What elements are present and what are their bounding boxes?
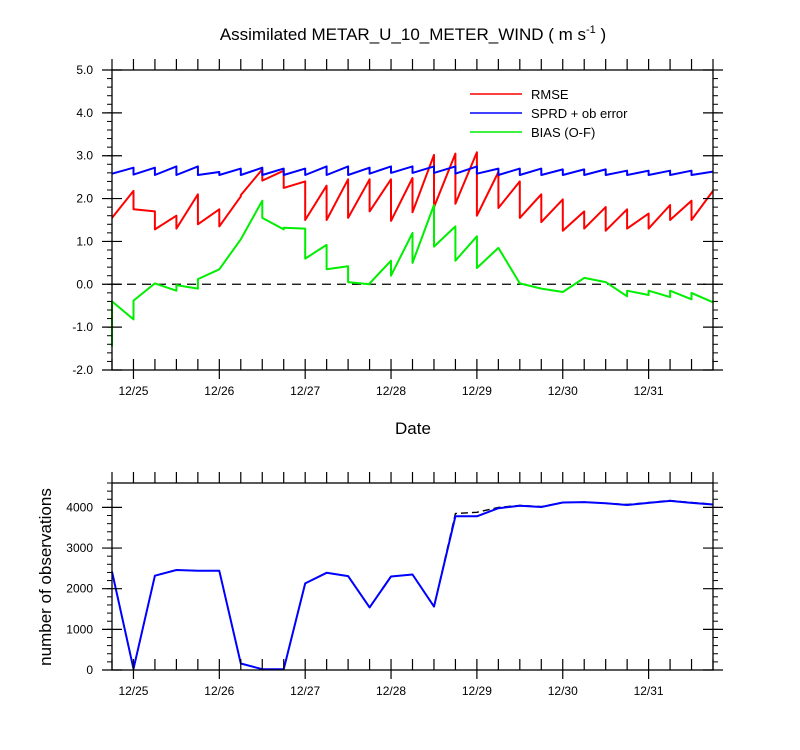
- bottom-y-tick-label: 2000: [66, 582, 93, 596]
- top-x-tick-label: 12/31: [634, 384, 664, 398]
- bottom-y-axis-label: number of observations: [36, 488, 55, 666]
- bottom-y-tick-label: 4000: [66, 500, 93, 514]
- top-chart-title: Assimilated METAR_U_10_METER_WIND ( m s-…: [220, 24, 606, 44]
- top-x-axis-label: Date: [395, 419, 431, 438]
- sprd-line: [111, 165, 714, 176]
- bottom-x-tick-label: 12/29: [462, 684, 492, 698]
- used-obs-line: [111, 499, 714, 671]
- bottom-chart: 12/25 12/26 12/27 12/28 12/29 12/30 12/31 0 1000…: [36, 472, 723, 698]
- top-y-tick-label: 4.0: [76, 106, 93, 120]
- top-y-tick-label: 1.0: [76, 234, 93, 248]
- bottom-x-tick-label: 12/26: [204, 684, 234, 698]
- rmse-line: [111, 151, 714, 232]
- top-x-tick-label: 12/28: [376, 384, 406, 398]
- top-y-tick-label: 5.0: [76, 63, 93, 77]
- legend-label-rmse-line: RMSE: [531, 87, 569, 102]
- bottom-plot-frame: [111, 482, 714, 671]
- bottom-x-tick-label: 12/31: [634, 684, 664, 698]
- top-series-group: [111, 151, 714, 347]
- bottom-x-tick-label: 12/25: [118, 684, 148, 698]
- bottom-series-group: [111, 499, 714, 671]
- legend-label-sprd-line: SPRD + ob error: [531, 106, 628, 121]
- top-chart: Assimilated METAR_U_10_METER_WIND ( m s-…: [72, 24, 723, 438]
- legend: RMSE SPRD + ob error BIAS (O-F): [470, 87, 628, 140]
- top-x-tick-label: 12/25: [118, 384, 148, 398]
- bias-line: [111, 199, 714, 347]
- top-y-tick-label: 3.0: [76, 149, 93, 163]
- top-ticks-group: 12/25 12/26 12/27 12/28 12/29 12/30 12/31 5.0 4.…: [72, 59, 723, 398]
- bottom-ticks-group: 12/25 12/26 12/27 12/28 12/29 12/30 12/31 0 1000…: [66, 472, 723, 698]
- top-y-tick-label: 0.0: [76, 277, 93, 291]
- bottom-y-tick-label: 0: [86, 663, 93, 677]
- top-y-tick-label: 2.0: [76, 192, 93, 206]
- top-y-tick-label: -2.0: [72, 363, 93, 377]
- possible-obs-line: [111, 499, 714, 670]
- top-x-tick-label: 12/27: [290, 384, 320, 398]
- top-y-tick-label: -1.0: [72, 320, 93, 334]
- bottom-x-tick-label: 12/30: [548, 684, 578, 698]
- top-x-tick-label: 12/30: [548, 384, 578, 398]
- top-x-tick-label: 12/26: [204, 384, 234, 398]
- top-x-tick-label: 12/29: [462, 384, 492, 398]
- bottom-x-tick-label: 12/28: [376, 684, 406, 698]
- bottom-x-tick-label: 12/27: [290, 684, 320, 698]
- bottom-y-tick-label: 3000: [66, 541, 93, 555]
- bottom-y-tick-label: 1000: [66, 622, 93, 636]
- legend-label-bias-line: BIAS (O-F): [531, 125, 595, 140]
